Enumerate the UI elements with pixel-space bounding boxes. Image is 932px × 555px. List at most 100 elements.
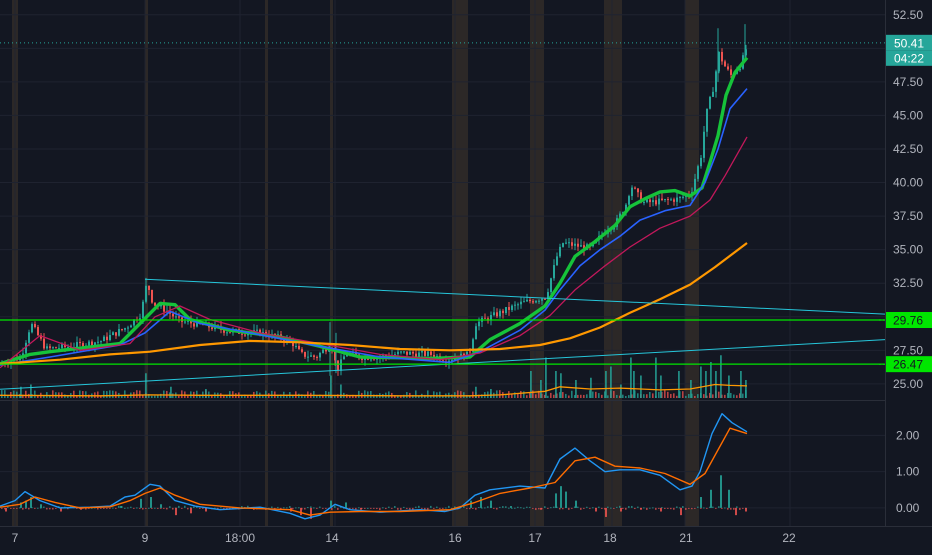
volume-bar [562,392,564,398]
macd-histogram-bar [484,507,486,509]
volume-bar [610,366,612,398]
macd-histogram-bar [625,507,627,510]
volume-bar [595,391,597,398]
volume-bar [20,386,22,398]
volume-bar [181,390,183,398]
macd-histogram-bar [559,507,561,510]
volume-bar [466,394,468,398]
candle-body [403,351,405,353]
volume-bar [586,394,588,398]
candle-body [574,243,576,246]
macd-histogram-bar [451,507,453,509]
candle-body [130,325,132,328]
candle-body [139,318,141,321]
macd-histogram-bar [727,507,729,510]
macd-histogram-bar [160,504,162,508]
level-price-tag [886,356,932,373]
volume-bar [697,394,699,398]
session-band [685,0,699,526]
candle-body [226,332,228,334]
macd-histogram-bar [508,507,510,509]
candle-body [46,346,48,349]
candle-body [31,324,33,333]
candle-body [193,323,195,327]
volume-bar [205,389,207,398]
candle-body [58,348,60,350]
candle-body [319,353,321,358]
candle-body [175,316,177,318]
macd-histogram-bar [373,507,375,509]
volume-bar [370,391,372,398]
volume-bar [43,395,45,398]
macd-histogram-bar [649,507,651,509]
volume-bar [553,394,555,398]
candle-body [529,299,531,302]
volume-bar [187,395,189,398]
volume-bar [469,395,471,398]
candle-body [316,356,318,358]
macd-histogram-bar [142,507,144,510]
volume-bar [13,390,15,398]
macd-histogram-bar [487,506,489,508]
macd-histogram-bar [448,505,450,508]
macd-histogram-bar [694,507,696,509]
macd-histogram-bar [553,506,555,508]
time-axis-tick-label: 18 [603,531,617,545]
volume-bar [568,395,570,398]
volume-bar [547,395,549,398]
volume-bar [262,395,264,398]
volume-bar [664,390,666,398]
candle-body [484,317,486,319]
macd-histogram-bar [310,506,312,508]
macd-histogram-bar [52,507,54,510]
volume-bar [616,394,618,398]
volume-bar [30,384,32,398]
macd-histogram-bar [580,507,582,510]
candle-body [499,310,501,317]
volume-bar [652,393,654,398]
candle-body [649,199,651,203]
volume-bar [436,392,438,398]
volume-bar [322,395,324,398]
volume-bar [454,392,456,398]
macd-histogram-bar [100,507,102,509]
volume-bar [121,395,123,398]
candle-body [523,301,525,303]
volume-bar [199,394,201,398]
price-axis-tick-label: 27.50 [893,343,923,357]
volume-bar [211,394,213,398]
candle-body [727,66,729,70]
volume-bar [271,390,273,398]
moving-average-line [0,242,748,365]
candle-body [631,187,633,197]
volume-bar [728,375,730,398]
macd-histogram-bar [388,506,390,508]
candle-body [661,198,663,201]
candle-body [25,342,27,354]
candle-body [124,328,126,330]
volume-bar [415,390,417,398]
candle-body [583,245,585,250]
macd-histogram-bar [613,507,615,509]
volume-bar [604,391,606,398]
macd-histogram-bar [466,507,468,509]
price-axis-tick-label: 32.50 [893,276,923,290]
volume-bar [97,391,99,398]
price-axis-tick-label: 35.00 [893,243,923,257]
macd-histogram-bar [480,497,482,508]
macd-histogram-bar [496,507,498,510]
macd-histogram-bar [7,505,9,508]
macd-histogram-bar [400,507,402,510]
macd-histogram-bar [574,506,576,508]
macd-histogram-bar [352,507,354,509]
macd-histogram-bar [583,507,585,509]
time-axis-tick-label: 9 [142,531,149,545]
time-axis-tick-label: 16 [448,531,462,545]
macd-histogram-bar [427,507,429,510]
volume-bar [160,393,162,398]
volume-bar [559,392,561,398]
macd-histogram-bar [46,507,48,510]
trendline[interactable] [144,278,886,315]
